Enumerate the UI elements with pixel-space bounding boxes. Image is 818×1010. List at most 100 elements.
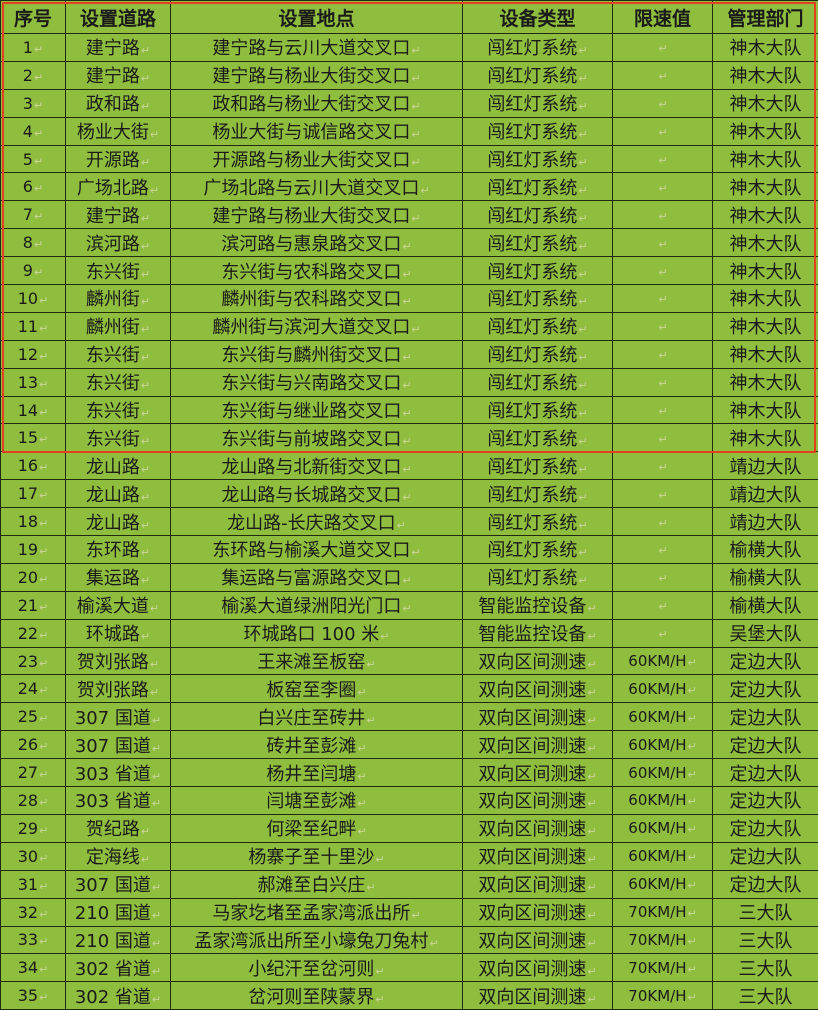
cell-road: 麟州街↵ — [66, 285, 171, 313]
cell-index: 34↵ — [1, 954, 66, 982]
cell-text: 龙山路-长庆路交叉口 — [227, 513, 396, 534]
cell-index: 26↵ — [1, 731, 66, 759]
cell-speed-limit: ↵ — [613, 480, 713, 508]
cell-speed-limit: ↵ — [613, 117, 713, 145]
cell-speed-limit: 60KM/H↵ — [613, 870, 713, 898]
cell-device-type: 闯红灯系统↵ — [463, 145, 613, 173]
cell-location: 杨寨子至十里沙↵ — [171, 842, 463, 870]
cell-text: 60KM/H — [628, 791, 686, 809]
cell-text: 闯红灯系统 — [487, 485, 577, 506]
cell-text: 东兴街 — [86, 401, 140, 422]
cell-location: 榆溪大道绿洲阳光门口↵ — [171, 591, 463, 619]
cell-speed-limit: ↵ — [613, 89, 713, 117]
paragraph-mark-icon: ↵ — [578, 379, 587, 392]
cell-device-type: 双向区间测速↵ — [463, 647, 613, 675]
cell-road: 龙山路↵ — [66, 480, 171, 508]
table-row: 25↵307 国道↵白兴庄至砖井↵双向区间测速↵60KM/H↵定边大队 — [1, 703, 818, 731]
paragraph-mark-icon: ↵ — [39, 740, 48, 753]
cell-speed-limit: 60KM/H↵ — [613, 842, 713, 870]
paragraph-mark-icon: ↵ — [152, 881, 161, 894]
cell-speed-limit: ↵ — [613, 201, 713, 229]
cell-text: 榆横大队 — [730, 596, 802, 617]
cell-department: 定边大队 — [713, 647, 818, 675]
table-row: 27↵303 省道↵杨井至闫塘↵双向区间测速↵60KM/H↵定边大队 — [1, 759, 818, 787]
paragraph-mark-icon: ↵ — [687, 991, 696, 1004]
cell-road: 麟州街↵ — [66, 312, 171, 340]
cell-road: 303 省道↵ — [66, 787, 171, 815]
cell-device-type: 双向区间测速↵ — [463, 926, 613, 954]
cell-speed-limit: 70KM/H↵ — [613, 926, 713, 954]
cell-text: 18 — [18, 512, 38, 531]
cell-text: 闯红灯系统 — [487, 457, 577, 478]
paragraph-mark-icon: ↵ — [39, 991, 48, 1004]
paragraph-mark-icon: ↵ — [152, 937, 161, 950]
cell-text: 吴堡大队 — [730, 624, 802, 645]
cell-location: 杨业大街与诚信路交叉口↵ — [171, 117, 463, 145]
paragraph-mark-icon: ↵ — [687, 795, 696, 808]
cell-road: 东兴街↵ — [66, 424, 171, 452]
cell-text: 神木大队 — [730, 178, 802, 199]
paragraph-mark-icon: ↵ — [402, 602, 411, 615]
cell-text: 210 国道 — [75, 931, 151, 952]
cell-index: 30↵ — [1, 842, 66, 870]
cell-text: 建宁路 — [86, 66, 140, 87]
paragraph-mark-icon: ↵ — [578, 100, 587, 113]
cell-text: 双向区间测速 — [478, 875, 586, 896]
paragraph-mark-icon: ↵ — [34, 127, 43, 140]
cell-location: 何梁至纪畔↵ — [171, 814, 463, 842]
cell-text: 9 — [23, 261, 33, 280]
cell-text: 东兴街 — [86, 373, 140, 394]
paragraph-mark-icon: ↵ — [658, 98, 667, 111]
cell-road: 龙山路↵ — [66, 508, 171, 536]
cell-text: 三大队 — [739, 959, 793, 980]
paragraph-mark-icon: ↵ — [152, 797, 161, 810]
paragraph-mark-icon: ↵ — [39, 406, 48, 419]
cell-device-type: 双向区间测速↵ — [463, 759, 613, 787]
cell-index: 16↵ — [1, 452, 66, 480]
paragraph-mark-icon: ↵ — [658, 266, 667, 279]
paragraph-mark-icon: ↵ — [141, 268, 150, 281]
cell-department: 神木大队 — [713, 257, 818, 285]
cell-text: 集运路与富源路交叉口 — [221, 568, 401, 589]
cell-text: 白兴庄至砖井 — [257, 708, 365, 729]
cell-location: 东兴街与麟州街交叉口↵ — [171, 340, 463, 368]
paragraph-mark-icon: ↵ — [357, 742, 366, 755]
cell-index: 27↵ — [1, 759, 66, 787]
cell-index: 20↵ — [1, 563, 66, 591]
paragraph-mark-icon: ↵ — [357, 797, 366, 810]
cell-device-type: 闯红灯系统↵ — [463, 34, 613, 62]
cell-text: 智能监控设备 — [478, 624, 586, 645]
paragraph-mark-icon: ↵ — [687, 740, 696, 753]
paragraph-mark-icon: ↵ — [39, 294, 48, 307]
cell-text: 东兴街与麟州街交叉口 — [221, 345, 401, 366]
paragraph-mark-icon: ↵ — [39, 461, 48, 474]
cell-department: 三大队 — [713, 954, 818, 982]
cell-index: 29↵ — [1, 814, 66, 842]
header-row: 序号 设置道路 设置地点 设备类型 限速值 管理部门 — [1, 1, 818, 34]
cell-text: 郝滩至白兴庄 — [257, 875, 365, 896]
cell-text: 杨业大街 — [77, 122, 149, 143]
cell-text: 神木大队 — [730, 38, 802, 59]
paragraph-mark-icon: ↵ — [687, 963, 696, 976]
paragraph-mark-icon: ↵ — [658, 349, 667, 362]
cell-device-type: 智能监控设备↵ — [463, 619, 613, 647]
paragraph-mark-icon: ↵ — [402, 351, 411, 364]
cell-device-type: 双向区间测速↵ — [463, 675, 613, 703]
cell-text: 东兴街与农科路交叉口 — [221, 262, 401, 283]
cell-speed-limit: ↵ — [613, 312, 713, 340]
cell-device-type: 闯红灯系统↵ — [463, 229, 613, 257]
cell-text: 双向区间测速 — [478, 736, 586, 757]
cell-speed-limit: 60KM/H↵ — [613, 675, 713, 703]
cell-text: 东兴街与兴南路交叉口 — [221, 373, 401, 394]
cell-department: 定边大队 — [713, 842, 818, 870]
paragraph-mark-icon: ↵ — [658, 210, 667, 223]
paragraph-mark-icon: ↵ — [578, 463, 587, 476]
cell-text: 神木大队 — [730, 206, 802, 227]
cell-text: 王来滩至板窑 — [257, 652, 365, 673]
cell-speed-limit: 60KM/H↵ — [613, 759, 713, 787]
cell-text: 杨寨子至十里沙 — [248, 847, 374, 868]
paragraph-mark-icon: ↵ — [587, 630, 596, 643]
cell-text: 17 — [18, 484, 38, 503]
cell-text: 60KM/H — [628, 847, 686, 865]
